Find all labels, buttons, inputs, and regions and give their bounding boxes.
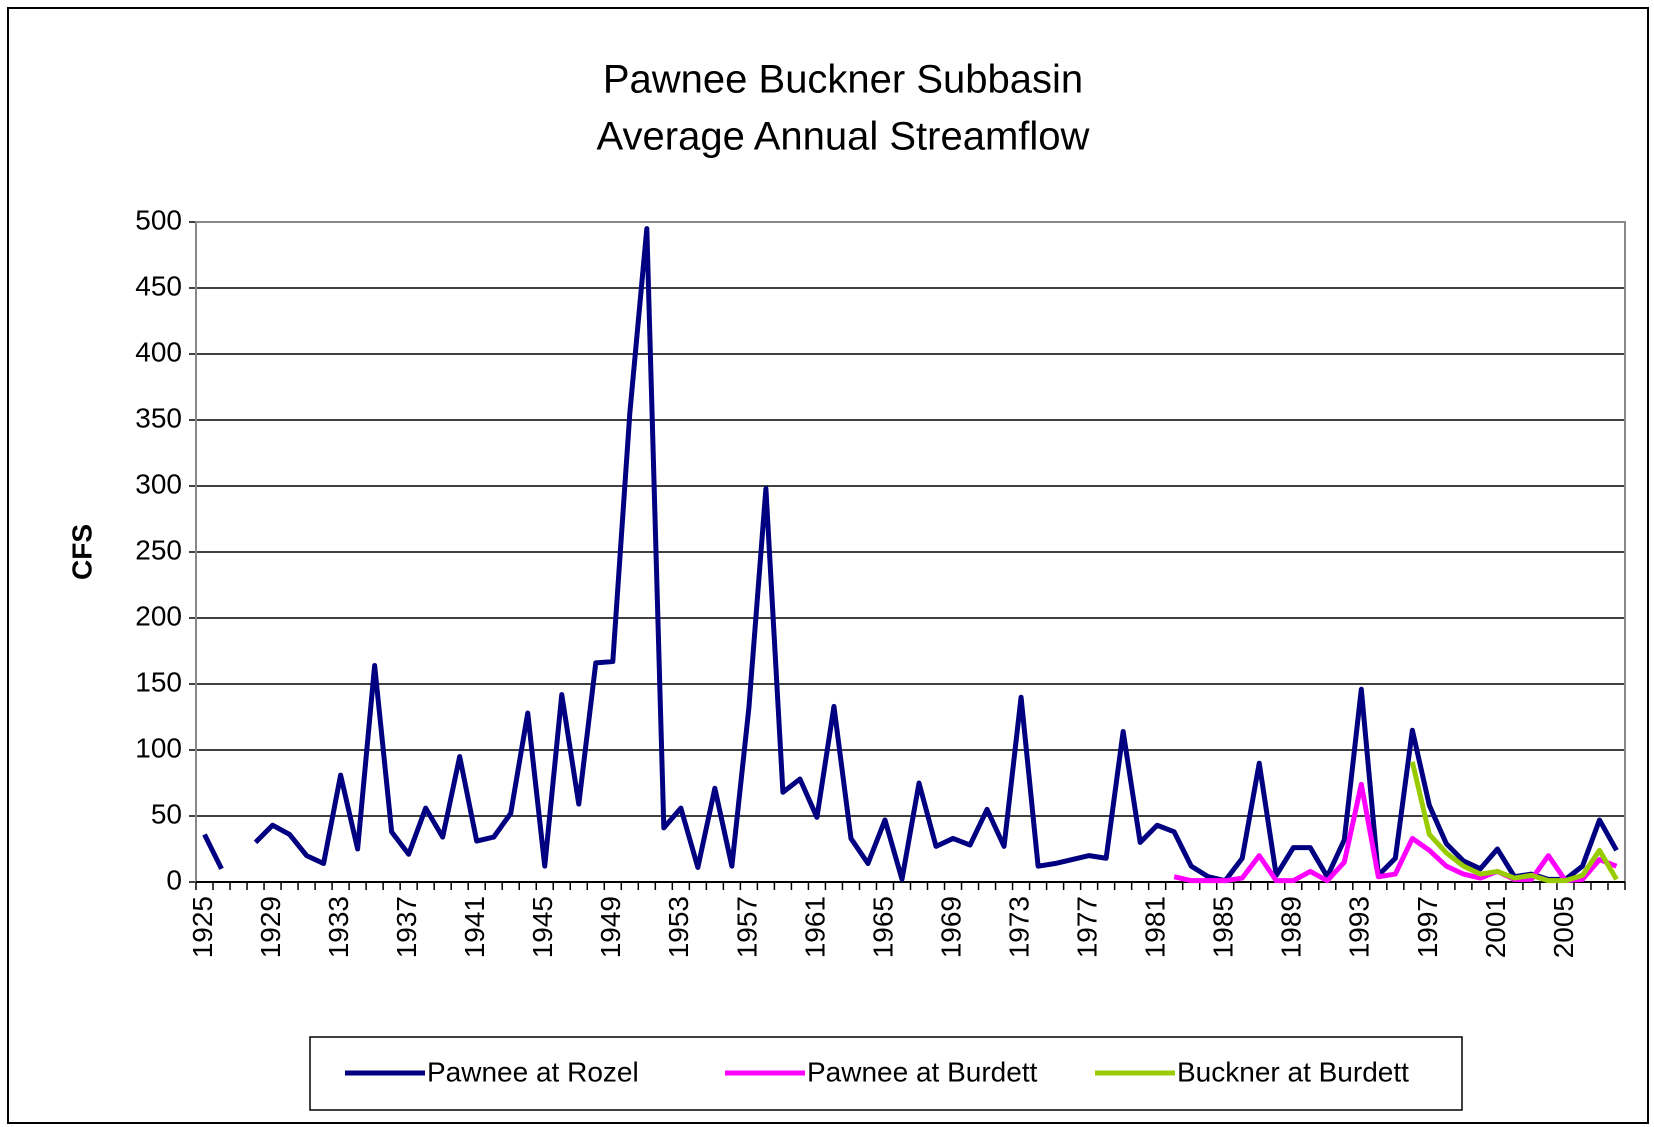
y-tick-label: 250 — [135, 534, 182, 565]
y-tick-label: 100 — [135, 732, 182, 763]
x-tick-label: 1945 — [527, 896, 558, 958]
x-tick-label: 1985 — [1208, 896, 1239, 958]
y-tick-label: 0 — [166, 864, 182, 895]
x-tick-label: 1965 — [867, 896, 898, 958]
series-line — [1409, 761, 1619, 884]
x-tick-label: 2001 — [1480, 896, 1511, 958]
y-axis-title: CFS — [66, 524, 97, 580]
y-tick-label: 50 — [151, 798, 182, 829]
x-tick-label: 1937 — [391, 896, 422, 958]
y-tick-label: 400 — [135, 336, 182, 367]
legend-label: Pawnee at Burdett — [807, 1056, 1038, 1087]
x-tick-label: 2005 — [1548, 896, 1579, 958]
x-tick-label: 1961 — [799, 896, 830, 958]
legend-label: Pawnee at Rozel — [427, 1056, 639, 1087]
x-tick-label: 1957 — [731, 896, 762, 958]
x-tick-label: 1969 — [935, 896, 966, 958]
x-tick-label: 1997 — [1412, 896, 1443, 958]
x-tick-label: 1925 — [187, 896, 218, 958]
x-tick-label: 1929 — [255, 896, 286, 958]
series-line — [1173, 781, 1618, 884]
y-tick-label: 350 — [135, 402, 182, 433]
x-tick-label: 1933 — [323, 896, 354, 958]
series-line — [202, 226, 1619, 884]
x-tick-label: 1977 — [1072, 896, 1103, 958]
chart-title: Pawnee Buckner Subbasin — [603, 58, 1083, 102]
legend-label: Buckner at Burdett — [1177, 1056, 1409, 1087]
chart-subtitle: Average Annual Streamflow — [597, 115, 1090, 159]
x-tick-label: 1941 — [459, 896, 490, 958]
y-tick-label: 500 — [135, 204, 182, 235]
chart-frame — [7, 7, 1649, 1124]
x-tick-label: 1973 — [1003, 896, 1034, 958]
y-tick-label: 300 — [135, 468, 182, 499]
x-tick-label: 1993 — [1344, 896, 1375, 958]
y-tick-label: 150 — [135, 666, 182, 697]
x-tick-label: 1989 — [1276, 896, 1307, 958]
x-tick-label: 1981 — [1140, 896, 1171, 958]
legend-box — [309, 1036, 1463, 1111]
y-tick-label: 200 — [135, 600, 182, 631]
x-tick-label: 1949 — [595, 896, 626, 958]
y-tick-label: 450 — [135, 270, 182, 301]
x-tick-label: 1953 — [663, 896, 694, 958]
